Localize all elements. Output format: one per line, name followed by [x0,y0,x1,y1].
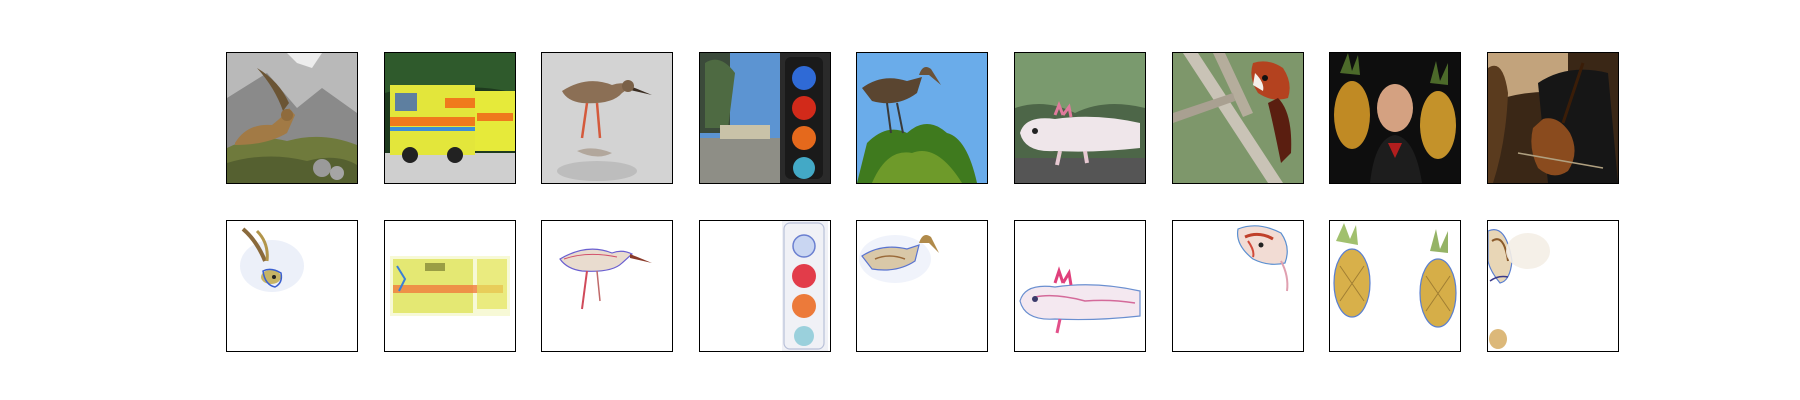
photo-traffic-light [699,52,831,184]
traffic-light-saliency-drawing [700,221,830,351]
saliency-red-panda [1172,220,1304,352]
ambulance-drawing [385,53,515,183]
photo-pineapple [1329,52,1461,184]
photo-red-panda [1172,52,1304,184]
redshank-drawing [542,53,672,183]
saliency-ambulance [384,220,516,352]
saliency-cello [1487,220,1619,352]
pineapple-saliency-drawing [1330,221,1460,351]
saliency-traffic-light [699,220,831,352]
ibex-drawing [227,53,357,183]
saliency-pineapple [1329,220,1461,352]
photo-axolotl [1014,52,1146,184]
pineapple-drawing [1330,53,1460,183]
traffic-light-drawing [700,53,830,183]
saliency-ibex [226,220,358,352]
limpkin-drawing [857,53,987,183]
saliency-axolotl [1014,220,1146,352]
photo-limpkin [856,52,988,184]
ibex-saliency-drawing [227,221,357,351]
saliency-limpkin [856,220,988,352]
photo-redshank [541,52,673,184]
saliency-redshank [541,220,673,352]
ambulance-saliency-drawing [385,221,515,351]
axolotl-saliency-drawing [1015,221,1145,351]
axolotl-drawing [1015,53,1145,183]
photo-ibex [226,52,358,184]
redshank-saliency-drawing [542,221,672,351]
photo-ambulance [384,52,516,184]
limpkin-saliency-drawing [857,221,987,351]
cello-saliency-drawing [1488,221,1618,351]
red-panda-drawing [1173,53,1303,183]
red-panda-saliency-drawing [1173,221,1303,351]
photo-cello [1487,52,1619,184]
cello-drawing [1488,53,1618,183]
